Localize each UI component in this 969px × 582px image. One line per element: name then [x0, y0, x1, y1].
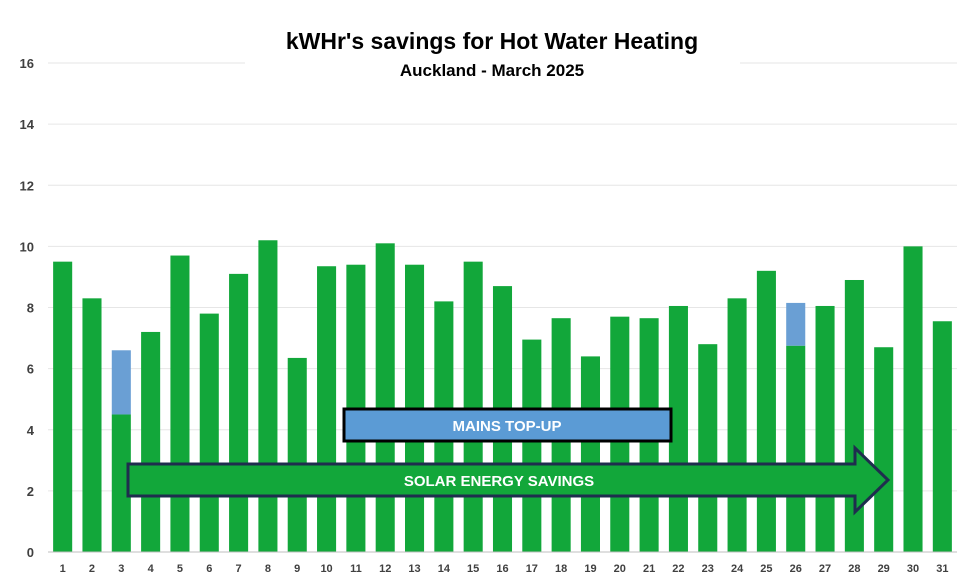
- x-tick-label: 4: [148, 563, 155, 575]
- x-tick-label: 28: [848, 563, 860, 575]
- chart-title: kWHr's savings for Hot Water Heating: [286, 28, 698, 54]
- bar-solar: [874, 347, 894, 552]
- y-tick-label: 2: [27, 484, 34, 499]
- x-tick-label: 22: [672, 563, 684, 575]
- x-tick-label: 15: [467, 563, 479, 575]
- x-tick-label: 25: [760, 563, 772, 575]
- title-background: [245, 20, 740, 86]
- bar-solar: [375, 243, 395, 552]
- bar-solar: [199, 313, 219, 552]
- bar-solar: [463, 261, 483, 552]
- bar-solar: [287, 357, 307, 552]
- bar-mains-top-up: [786, 302, 806, 346]
- x-tick-label: 8: [265, 563, 271, 575]
- bar-solar: [580, 356, 600, 552]
- bar-solar: [756, 270, 776, 552]
- x-tick-label: 13: [408, 563, 420, 575]
- y-tick-label: 12: [20, 178, 34, 193]
- mains-top-up-label: MAINS TOP-UP: [453, 418, 562, 435]
- bar-solar: [698, 344, 718, 552]
- mains-top-up-callout: MAINS TOP-UP: [342, 407, 673, 443]
- bars: [53, 240, 952, 552]
- x-tick-label: 3: [118, 563, 124, 575]
- bar-solar: [317, 266, 337, 552]
- y-axis-tick-labels: 0 2 4 6 8 10 12 14 16: [20, 56, 35, 560]
- x-tick-label: 31: [936, 563, 948, 575]
- x-tick-label: 23: [702, 563, 714, 575]
- x-tick-label: 24: [731, 563, 744, 575]
- x-tick-label: 26: [790, 563, 802, 575]
- y-tick-label: 8: [27, 301, 34, 316]
- x-tick-label: 14: [438, 563, 451, 575]
- x-tick-label: 1: [60, 563, 66, 575]
- bar-solar: [786, 345, 806, 552]
- mains-top-up-box: [342, 407, 673, 443]
- y-tick-label: 10: [20, 239, 34, 254]
- y-tick-label: 6: [27, 362, 34, 377]
- y-tick-label: 0: [27, 545, 34, 560]
- x-tick-label: 30: [907, 563, 919, 575]
- bar-solar: [141, 331, 161, 552]
- solar-energy-savings-callout: SOLAR ENERGY SAVINGS: [126, 444, 891, 516]
- bar-solar: [522, 339, 542, 552]
- solar-energy-savings-label: SOLAR ENERGY SAVINGS: [404, 473, 594, 490]
- x-tick-label: 11: [350, 563, 362, 575]
- x-tick-label: 21: [643, 563, 655, 575]
- x-tick-label: 9: [294, 563, 300, 575]
- bar-solar: [903, 246, 923, 552]
- bar-solar: [53, 261, 73, 552]
- bar-solar: [170, 255, 190, 552]
- bar-solar: [932, 321, 952, 552]
- bar-solar: [815, 305, 835, 552]
- x-tick-label: 5: [177, 563, 183, 575]
- bar-mains-top-up: [111, 350, 131, 415]
- bar-solar: [82, 298, 102, 552]
- x-tick-label: 19: [584, 563, 596, 575]
- x-tick-label: 2: [89, 563, 95, 575]
- x-axis-tick-labels: 1 2 3 4 5 6 7 8 9 10 11 12 13 14 15 16 17 18 19 20 21 22 23 24 2…: [60, 563, 949, 575]
- x-tick-label: 27: [819, 563, 831, 575]
- x-tick-label: 20: [614, 563, 626, 575]
- chart-subtitle: Auckland - March 2025: [400, 61, 584, 80]
- bar-solar: [111, 414, 131, 552]
- x-tick-label: 18: [555, 563, 567, 575]
- x-tick-label: 10: [320, 563, 332, 575]
- bar-solar: [258, 240, 278, 552]
- bar-solar: [727, 298, 747, 552]
- y-tick-label: 4: [27, 423, 35, 438]
- x-tick-label: 7: [236, 563, 242, 575]
- x-tick-label: 29: [878, 563, 890, 575]
- solar-energy-savings-arrow: [126, 444, 891, 516]
- x-tick-label: 16: [496, 563, 508, 575]
- bar-solar: [229, 273, 249, 552]
- y-tick-label: 14: [20, 117, 35, 132]
- x-tick-label: 6: [206, 563, 212, 575]
- x-tick-label: 12: [379, 563, 391, 575]
- x-tick-label: 17: [526, 563, 538, 575]
- y-tick-label: 16: [20, 56, 34, 71]
